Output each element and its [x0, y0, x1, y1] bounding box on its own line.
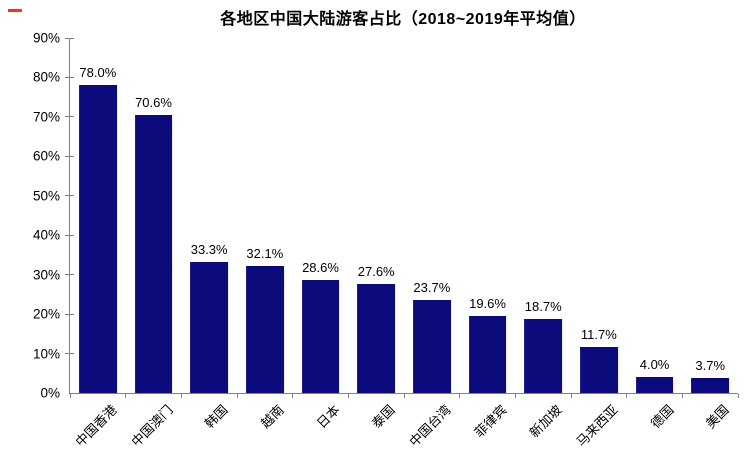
bar-column: 78.0% 中国香港 — [70, 38, 126, 449]
bar-column: 32.1% 越南 — [237, 38, 293, 431]
bar — [78, 85, 117, 393]
bar — [468, 315, 507, 393]
y-axis-label: 80% — [32, 69, 60, 85]
bar — [134, 114, 173, 393]
bar — [357, 284, 396, 393]
x-axis-category-label: 菲律宾 — [471, 402, 510, 441]
x-axis-tick — [125, 394, 127, 398]
bar-column: 28.6% 日本 — [293, 38, 349, 431]
bar-column: 70.6% 中国澳门 — [126, 38, 182, 450]
bar — [691, 378, 730, 393]
bar-column: 33.3% 韩国 — [181, 38, 237, 431]
y-axis-tick — [65, 76, 74, 78]
x-axis-category-label: 德国 — [647, 402, 677, 432]
y-axis-label: 40% — [32, 227, 60, 243]
red-dash-mark — [8, 9, 22, 12]
x-axis-tick — [236, 394, 238, 398]
x-axis-category-label: 日本 — [313, 402, 343, 432]
bar-value-label: 4.0% — [639, 357, 670, 373]
bar-column: 27.6% 泰国 — [348, 38, 404, 431]
x-axis-category-label: 中国台湾 — [406, 402, 454, 450]
x-axis-category-label: 中国澳门 — [127, 402, 176, 450]
y-axis-label: 70% — [32, 109, 60, 125]
bar-column: 3.7% 美国 — [682, 38, 738, 431]
y-axis-tick — [65, 353, 74, 355]
bar — [635, 377, 674, 393]
bar — [412, 299, 451, 393]
bar-value-label: 19.6% — [469, 295, 506, 311]
x-axis-tick — [737, 394, 739, 398]
bar — [190, 261, 229, 393]
y-axis-tick — [65, 116, 74, 118]
y-axis-tick — [65, 155, 74, 157]
x-axis-category-label: 韩国 — [201, 402, 231, 432]
x-axis-tick — [514, 394, 516, 398]
chart-title: 各地区中国大陆游客占比（2018~2019年平均值） — [220, 11, 586, 28]
bar-value-label: 28.6% — [302, 260, 339, 276]
bar-value-label: 18.7% — [524, 299, 562, 315]
bar-column: 23.7% 中国台湾 — [404, 38, 460, 450]
y-axis-label: 60% — [32, 148, 60, 164]
bar-value-label: 78.0% — [79, 65, 117, 81]
x-axis-category-label: 美国 — [702, 402, 732, 432]
bar-column: 18.7% 新加坡 — [515, 38, 571, 440]
y-axis-label: 20% — [32, 306, 60, 322]
y-axis-label: 10% — [32, 346, 60, 362]
bar-value-label: 33.3% — [190, 241, 228, 257]
x-axis-category-label: 中国香港 — [72, 402, 120, 450]
bar-column: 11.7% 马来西亚 — [571, 38, 627, 450]
plot-area: 78.0% 中国香港 70.6% 中国澳门 33.3% 韩国 32.1% 越南 … — [33, 31, 739, 450]
x-axis-category-label: 泰国 — [368, 402, 398, 432]
x-axis-category-label: 新加坡 — [526, 402, 565, 441]
bar-value-label: 23.7% — [413, 279, 451, 295]
bar-columns: 78.0% 中国香港 70.6% 中国澳门 33.3% 韩国 32.1% 越南 … — [70, 38, 738, 450]
bar-value-label: 11.7% — [580, 326, 617, 342]
bar — [301, 280, 340, 393]
x-axis-tick — [292, 394, 294, 398]
x-axis-tick — [69, 394, 71, 398]
y-axis-tick — [65, 37, 74, 39]
bar — [245, 266, 284, 393]
bar-value-label: 27.6% — [357, 264, 395, 280]
y-axis-tick — [65, 274, 74, 276]
x-axis-tick — [347, 394, 349, 398]
bar — [524, 319, 563, 393]
bar-value-label: 32.1% — [246, 246, 284, 262]
bar-value-label: 3.7% — [695, 358, 726, 374]
x-axis-category-label: 越南 — [257, 402, 287, 432]
bar — [579, 346, 618, 393]
y-axis-label: 90% — [32, 30, 60, 46]
y-axis-tick — [65, 234, 74, 236]
y-axis-tick — [65, 195, 74, 197]
x-axis-category-label: 马来西亚 — [573, 402, 621, 450]
x-axis-tick — [570, 394, 572, 398]
x-axis-tick — [626, 394, 628, 398]
x-axis-tick — [459, 394, 461, 398]
x-axis-tick — [403, 394, 405, 398]
y-axis-label: 30% — [32, 267, 60, 283]
bar-column: 19.6% 菲律宾 — [460, 38, 516, 440]
y-axis-label: 0% — [40, 385, 60, 401]
bar-value-label: 70.6% — [135, 94, 172, 110]
y-axis-label: 50% — [32, 188, 60, 204]
x-axis-tick — [681, 394, 683, 398]
x-axis-tick — [180, 394, 182, 398]
y-axis-tick — [65, 313, 74, 315]
bar-column: 4.0% 德国 — [627, 38, 683, 431]
